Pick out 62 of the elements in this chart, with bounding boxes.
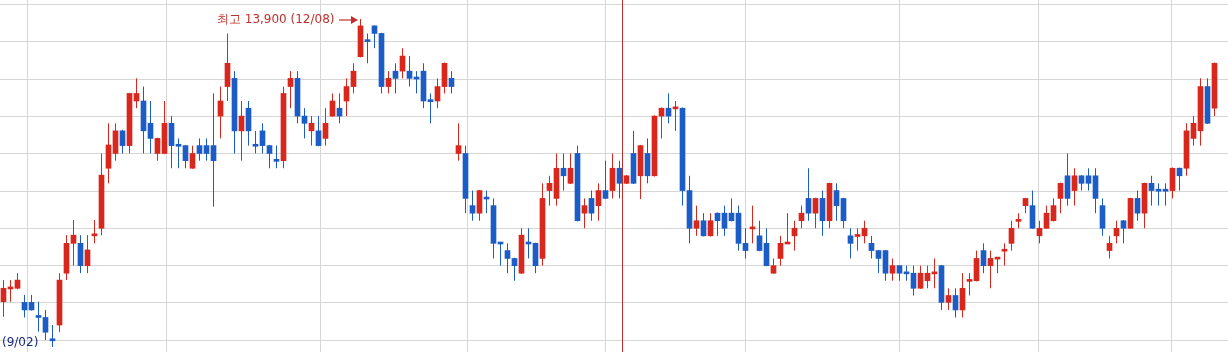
candlestick xyxy=(147,100,154,154)
candlestick xyxy=(189,145,196,170)
candlestick xyxy=(1099,197,1106,237)
candlestick xyxy=(1001,242,1008,267)
candlestick xyxy=(252,130,259,154)
candlestick xyxy=(1029,190,1036,230)
candlestick xyxy=(567,152,574,185)
candlestick xyxy=(966,272,973,296)
candlestick xyxy=(427,92,434,124)
candlestick xyxy=(42,309,49,341)
candlestick xyxy=(1057,182,1064,214)
candlestick xyxy=(504,242,511,274)
annotation: (9/02) xyxy=(2,335,39,350)
candlestick xyxy=(721,205,728,237)
candlestick xyxy=(1155,182,1162,207)
candlestick xyxy=(812,197,819,229)
candlestick xyxy=(805,167,812,222)
candlestick xyxy=(833,182,840,222)
candlestick xyxy=(1008,220,1015,252)
candlestick xyxy=(854,227,861,252)
candlestick xyxy=(1043,205,1050,230)
candlestick xyxy=(385,70,392,94)
candlestick xyxy=(581,197,588,229)
candlestick xyxy=(945,287,952,311)
candlestick xyxy=(882,249,889,282)
candlestick xyxy=(1120,219,1127,244)
candlestick xyxy=(287,70,294,109)
candlestick xyxy=(469,190,476,222)
candlestick xyxy=(777,235,784,267)
candlestick xyxy=(210,92,217,208)
candlestick xyxy=(322,107,329,147)
candlestick xyxy=(616,160,623,199)
candlestick xyxy=(595,182,602,222)
candlestick xyxy=(1064,152,1071,207)
candlestick xyxy=(1085,167,1092,192)
candlestick xyxy=(273,145,280,169)
annotation: 최고 13,900 (12/08) xyxy=(216,12,335,27)
candlestick xyxy=(889,257,896,282)
candlestick xyxy=(91,219,98,244)
candlestick xyxy=(448,70,455,94)
candlestick xyxy=(917,265,924,290)
candlestick xyxy=(1092,167,1099,214)
candlestick xyxy=(175,137,182,169)
candlestick xyxy=(196,137,203,162)
candlestick xyxy=(588,190,595,222)
candlestick xyxy=(49,324,56,348)
candlestick xyxy=(1071,167,1078,207)
candlestick xyxy=(476,189,483,222)
candlestick xyxy=(364,32,371,64)
candlestick xyxy=(1134,190,1141,222)
candlestick xyxy=(203,137,210,162)
candlestick xyxy=(35,301,42,333)
candlestick xyxy=(910,265,917,296)
candlestick xyxy=(756,220,763,252)
candlestick xyxy=(602,160,609,200)
candlestick xyxy=(1162,182,1169,207)
candlestick xyxy=(980,242,987,274)
candlestick xyxy=(847,227,854,259)
candlestick xyxy=(1190,115,1197,147)
candlestick xyxy=(70,219,77,267)
candlestick xyxy=(693,205,700,237)
candlestick xyxy=(455,122,462,162)
